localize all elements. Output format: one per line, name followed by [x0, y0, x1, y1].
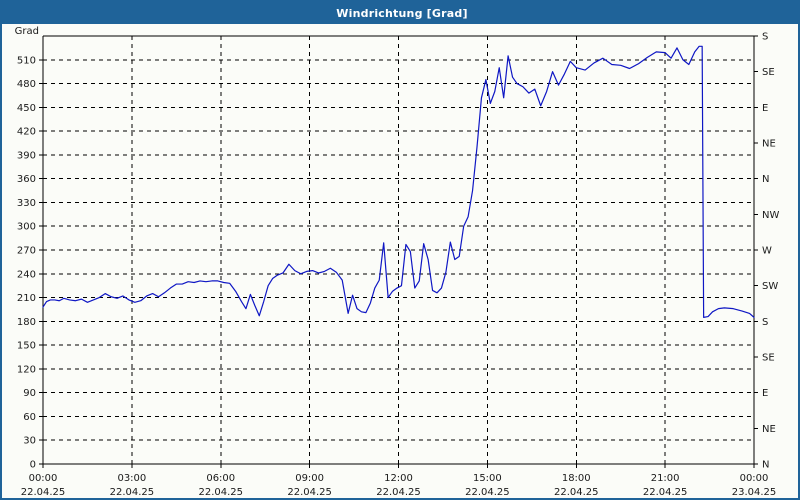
- right-axis-labels: N NE E SE S SW W NW N NE E SE S: [762, 32, 779, 471]
- right-axis-tick-label: SE: [762, 353, 775, 364]
- y-axis-tick-label: 480: [17, 79, 36, 90]
- right-axis-tick-label: S: [762, 32, 768, 43]
- grid-lines: [43, 36, 754, 464]
- x-axis-date-label: 22.04.25: [287, 487, 332, 498]
- y-axis-tick-label: 210: [17, 293, 36, 304]
- x-axis-date-label: 22.04.25: [465, 487, 510, 498]
- y-axis-tick-label: 360: [17, 174, 36, 185]
- x-axis-date-label: 23.04.25: [732, 487, 777, 498]
- right-axis-tick-label: NE: [762, 424, 776, 435]
- x-axis-time-label: 18:00: [562, 473, 591, 484]
- y-axis-tick-label: 60: [23, 412, 36, 423]
- x-axis-date-label: 22.04.25: [110, 487, 155, 498]
- page-title: Windrichtung [Grad]: [336, 6, 468, 20]
- x-axis-time-label: 03:00: [117, 473, 146, 484]
- x-axis-time-label: 00:00: [740, 473, 769, 484]
- axis-frame: [42, 35, 755, 465]
- x-axis-date-label: 22.04.25: [554, 487, 599, 498]
- y-axis-tick-label: 150: [17, 341, 36, 352]
- right-axis-tick-label: N: [762, 460, 769, 471]
- y-axis-tick-label: 300: [17, 222, 36, 233]
- bottom-axis-labels: 00:00 22.04.25 03:00 22.04.25 06:00 22.04.25 0…: [21, 473, 777, 498]
- x-axis-date-label: 22.04.25: [198, 487, 243, 498]
- x-axis-time-label: 12:00: [384, 473, 413, 484]
- x-axis-time-label: 09:00: [295, 473, 324, 484]
- right-axis-tick-label: NE: [762, 139, 776, 150]
- y-axis-tick-label: 120: [17, 364, 36, 375]
- wind-direction-line-chart: 0 30 60 90 120 150 180 210 240 270 300 330 360 390 420…: [15, 26, 780, 498]
- y-axis-tick-label: 180: [17, 317, 36, 328]
- x-axis-time-label: 06:00: [206, 473, 235, 484]
- right-axis-tick-label: E: [762, 388, 768, 399]
- right-axis-tick-label: SE: [762, 67, 775, 78]
- wind-direction-series: [42, 45, 755, 318]
- y-axis-tick-label: 0: [30, 460, 36, 471]
- window-title-bar: Windrichtung [Grad]: [2, 2, 798, 24]
- y-axis-tick-label: 330: [17, 198, 36, 209]
- x-axis-date-label: 22.04.25: [21, 487, 66, 498]
- y-axis-tick-label: 240: [17, 269, 36, 280]
- y-axis-unit-label: Grad: [15, 26, 39, 37]
- x-axis-time-label: 21:00: [651, 473, 680, 484]
- right-axis-tick-label: N: [762, 174, 769, 185]
- right-axis-tick-label: S: [762, 317, 768, 328]
- left-axis-labels: 0 30 60 90 120 150 180 210 240 270 300 330 360 390 420…: [17, 55, 36, 470]
- x-axis-date-label: 22.04.25: [376, 487, 421, 498]
- axis-tick-marks: [39, 35, 758, 468]
- right-axis-tick-label: SW: [762, 281, 778, 292]
- right-axis-tick-label: NW: [762, 210, 779, 221]
- y-axis-tick-label: 420: [17, 127, 36, 138]
- y-axis-tick-label: 270: [17, 246, 36, 257]
- y-axis-tick-label: 30: [23, 436, 36, 447]
- x-axis-time-label: 15:00: [473, 473, 502, 484]
- right-axis-tick-label: W: [762, 246, 772, 257]
- chart-plot-area: 0 30 60 90 120 150 180 210 240 270 300 330 360 390 420…: [2, 24, 798, 498]
- y-axis-tick-label: 390: [17, 150, 36, 161]
- x-axis-time-label: 00:00: [29, 473, 58, 484]
- y-axis-tick-label: 450: [17, 103, 36, 114]
- x-axis-date-label: 22.04.25: [643, 487, 688, 498]
- y-axis-tick-label: 510: [17, 55, 36, 66]
- y-axis-tick-label: 90: [23, 388, 36, 399]
- right-axis-tick-label: E: [762, 103, 768, 114]
